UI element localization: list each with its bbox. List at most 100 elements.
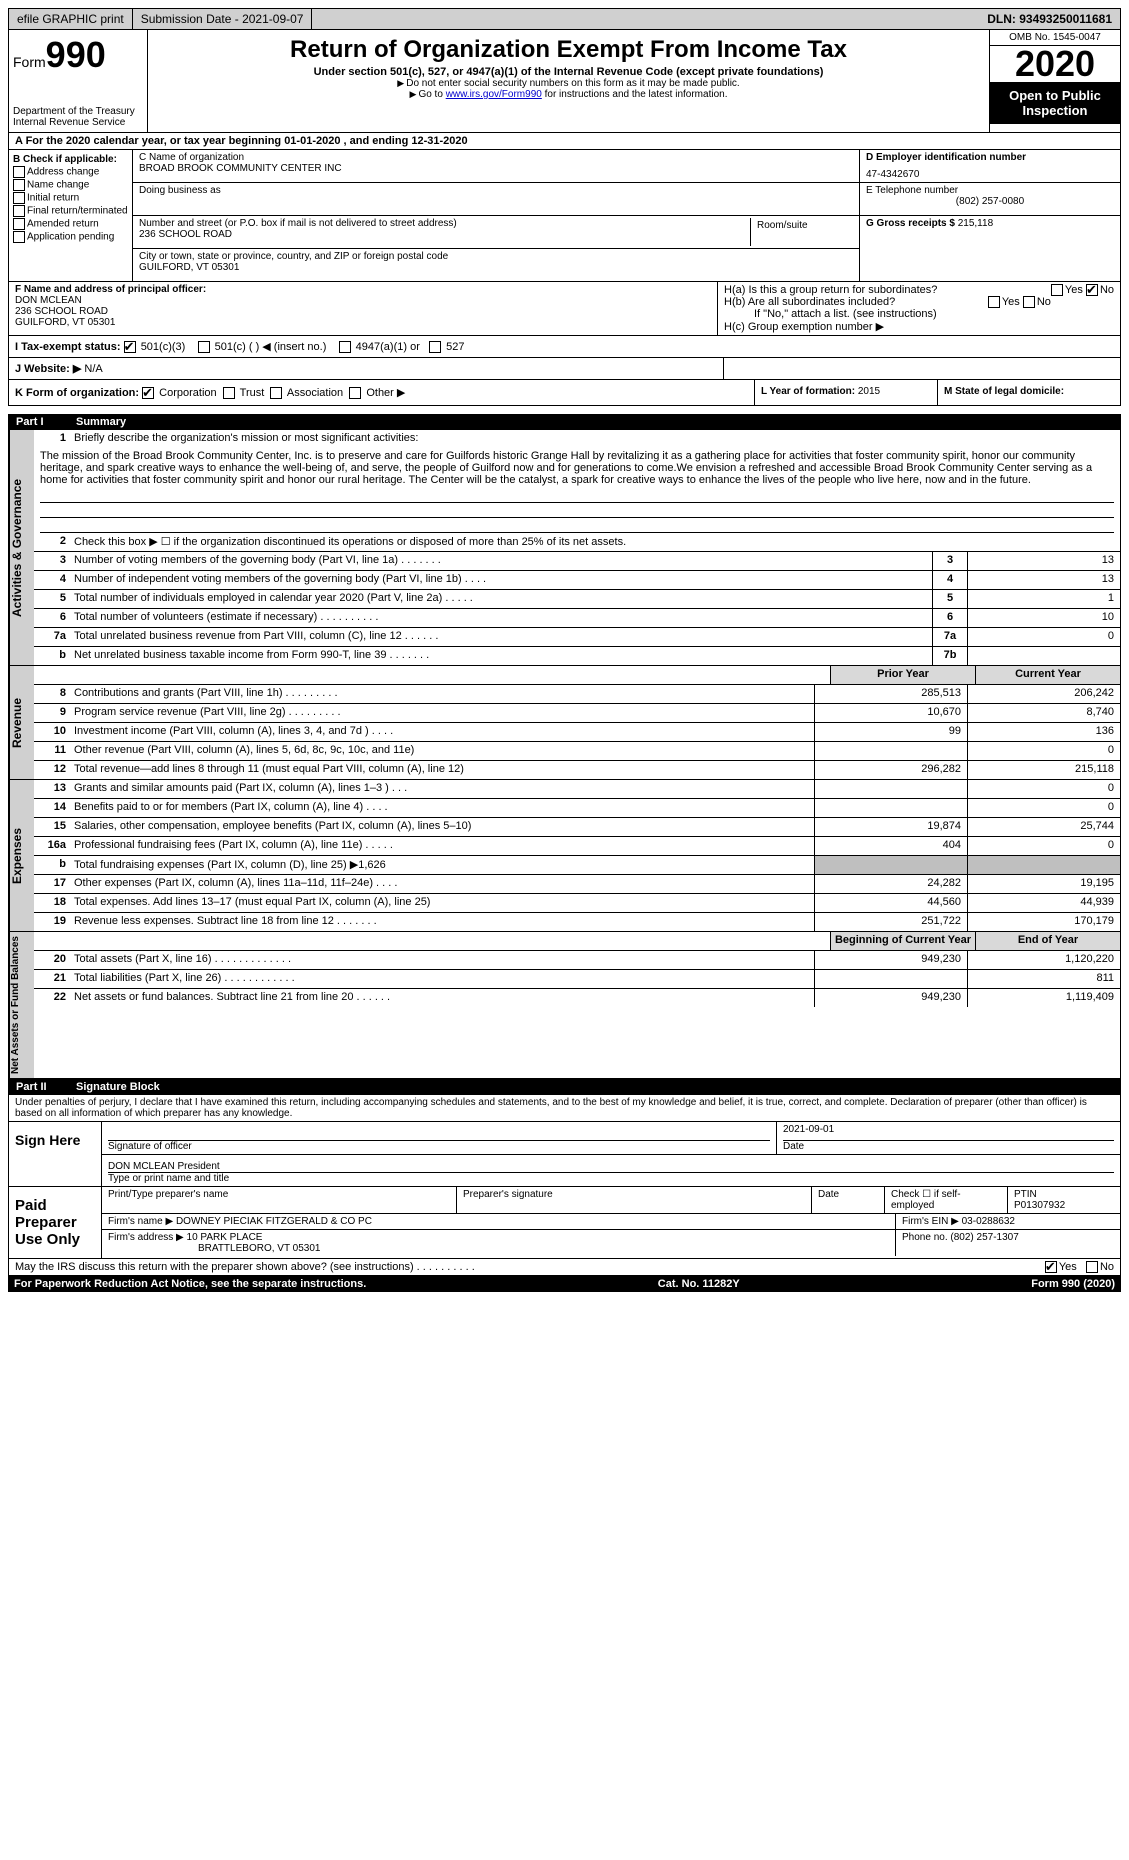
- chk-address[interactable]: Address change: [13, 166, 128, 178]
- i-label: I Tax-exempt status:: [15, 341, 121, 353]
- chk-assoc[interactable]: [270, 387, 282, 399]
- city-value: GUILFORD, VT 05301: [139, 262, 853, 273]
- prep-date-head: Date: [811, 1187, 884, 1213]
- activities-governance: Activities & Governance 1Briefly describ…: [8, 430, 1121, 666]
- table-row: 5Total number of individuals employed in…: [34, 590, 1120, 609]
- chk-corp[interactable]: [142, 387, 154, 399]
- form-title: Return of Organization Exempt From Incom…: [152, 36, 985, 64]
- tax-year: 2020: [990, 46, 1120, 82]
- col-d: D Employer identification number 47-4342…: [859, 150, 1120, 281]
- chk-initial[interactable]: Initial return: [13, 192, 128, 204]
- table-row: 16aProfessional fundraising fees (Part I…: [34, 837, 1120, 856]
- discuss-row: May the IRS discuss this return with the…: [8, 1259, 1121, 1276]
- h-b: H(b) Are all subordinates included? Yes …: [724, 296, 1114, 308]
- chk-name[interactable]: Name change: [13, 179, 128, 191]
- firm-addr1: 10 PARK PLACE: [187, 1232, 263, 1243]
- row-a-period: A For the 2020 calendar year, or tax yea…: [8, 133, 1121, 150]
- sign-here-block: Sign Here Signature of officer 2021-09-0…: [8, 1122, 1121, 1187]
- head-prior: Prior Year: [830, 666, 975, 684]
- ein-value: 47-4342670: [866, 163, 1114, 180]
- head-curr: Current Year: [975, 666, 1120, 684]
- firm-ein-label: Firm's EIN ▶: [902, 1216, 959, 1227]
- discuss-no[interactable]: [1086, 1261, 1098, 1273]
- head-end: End of Year: [975, 932, 1120, 950]
- table-row: 15Salaries, other compensation, employee…: [34, 818, 1120, 837]
- table-row: 9Program service revenue (Part VIII, lin…: [34, 704, 1120, 723]
- footer-left: For Paperwork Reduction Act Notice, see …: [14, 1278, 366, 1290]
- sig-date-value: 2021-09-01: [783, 1124, 1114, 1141]
- f-label: F Name and address of principal officer:: [15, 284, 711, 295]
- table-row: 13Grants and similar amounts paid (Part …: [34, 780, 1120, 799]
- chk-other[interactable]: [349, 387, 361, 399]
- chk-amended[interactable]: Amended return: [13, 218, 128, 230]
- table-row: 4Number of independent voting members of…: [34, 571, 1120, 590]
- room-label: Room/suite: [757, 220, 847, 231]
- firm-addr-label: Firm's address ▶: [108, 1232, 184, 1243]
- table-row: 17Other expenses (Part IX, column (A), l…: [34, 875, 1120, 894]
- website-value: N/A: [84, 363, 102, 375]
- chk-4947[interactable]: [339, 341, 351, 353]
- prep-sig-head: Preparer's signature: [456, 1187, 811, 1213]
- part-2-header: Part II Signature Block: [8, 1079, 1121, 1095]
- table-row: 22Net assets or fund balances. Subtract …: [34, 989, 1120, 1007]
- table-row: 7aTotal unrelated business revenue from …: [34, 628, 1120, 647]
- chk-final[interactable]: Final return/terminated: [13, 205, 128, 217]
- firm-addr2: BRATTLEBORO, VT 05301: [108, 1243, 320, 1254]
- chk-trust[interactable]: [223, 387, 235, 399]
- sign-here-label: Sign Here: [9, 1122, 101, 1186]
- part-1-header: Part I Summary: [8, 414, 1121, 430]
- discuss-text: May the IRS discuss this return with the…: [15, 1261, 475, 1273]
- chk-app-pending[interactable]: Application pending: [13, 231, 128, 243]
- street-label: Number and street (or P.O. box if mail i…: [139, 218, 750, 229]
- table-row: 3Number of voting members of the governi…: [34, 552, 1120, 571]
- mission-label: Briefly describe the organization's miss…: [70, 430, 1120, 448]
- sig-officer-label: Signature of officer: [108, 1141, 770, 1152]
- discuss-yes[interactable]: [1045, 1261, 1057, 1273]
- table-row: 8Contributions and grants (Part VIII, li…: [34, 685, 1120, 704]
- table-row: 19Revenue less expenses. Subtract line 1…: [34, 913, 1120, 931]
- k-label: K Form of organization:: [15, 387, 139, 399]
- firm-ein: 03-0288632: [962, 1216, 1015, 1227]
- gross-value: 215,118: [958, 218, 993, 229]
- city-label: City or town, state or province, country…: [139, 251, 853, 262]
- table-row: 18Total expenses. Add lines 13–17 (must …: [34, 894, 1120, 913]
- officer-city: GUILFORD, VT 05301: [15, 317, 711, 328]
- firm-phone: (802) 257-1307: [950, 1232, 1018, 1243]
- chk-501c3[interactable]: [124, 341, 136, 353]
- url-note: Go to www.irs.gov/Form990 for instructio…: [152, 89, 985, 100]
- col-c: C Name of organization BROAD BROOK COMMU…: [133, 150, 859, 281]
- row-klm: K Form of organization: Corporation Trus…: [8, 379, 1121, 406]
- j-label: J Website: ▶: [15, 363, 81, 375]
- submission-date: Submission Date - 2021-09-07: [133, 9, 313, 29]
- ptin-label: PTIN: [1014, 1189, 1114, 1200]
- blank-line: [40, 518, 1114, 533]
- col-f: F Name and address of principal officer:…: [9, 282, 717, 335]
- table-row: 21Total liabilities (Part X, line 26) . …: [34, 970, 1120, 989]
- table-row: 10Investment income (Part VIII, column (…: [34, 723, 1120, 742]
- prep-name-head: Print/Type preparer's name: [102, 1187, 456, 1213]
- officer-street: 236 SCHOOL ROAD: [15, 306, 711, 317]
- col-h: H(a) Is this a group return for subordin…: [717, 282, 1120, 335]
- vtab-revenue: Revenue: [9, 666, 34, 779]
- irs-link[interactable]: www.irs.gov/Form990: [446, 89, 542, 100]
- perjury-text: Under penalties of perjury, I declare th…: [8, 1095, 1121, 1122]
- m-label: M State of legal domicile:: [944, 386, 1064, 397]
- chk-501c[interactable]: [198, 341, 210, 353]
- dept-label: Department of the Treasury Internal Reve…: [13, 106, 143, 128]
- c-name-label: C Name of organization: [139, 152, 853, 163]
- ptin-value: P01307932: [1014, 1200, 1114, 1211]
- revenue-section: Revenue Prior YearCurrent Year 8Contribu…: [8, 666, 1121, 780]
- form-subtitle: Under section 501(c), 527, or 4947(a)(1)…: [152, 66, 985, 78]
- footer-right: Form 990 (2020): [1031, 1278, 1115, 1290]
- blank-line: [40, 488, 1114, 503]
- table-row: bNet unrelated business taxable income f…: [34, 647, 1120, 665]
- firm-name: DOWNEY PIECIAK FITZGERALD & CO PC: [176, 1216, 372, 1227]
- h-b-note: If "No," attach a list. (see instruction…: [724, 308, 1114, 320]
- b-label: B Check if applicable:: [13, 154, 128, 165]
- blank-line: [40, 503, 1114, 518]
- chk-527[interactable]: [429, 341, 441, 353]
- firm-name-label: Firm's name ▶: [108, 1216, 173, 1227]
- h-c: H(c) Group exemption number ▶: [724, 320, 1114, 333]
- line-2: Check this box ▶ ☐ if the organization d…: [70, 533, 1120, 551]
- org-name: BROAD BROOK COMMUNITY CENTER INC: [139, 163, 853, 174]
